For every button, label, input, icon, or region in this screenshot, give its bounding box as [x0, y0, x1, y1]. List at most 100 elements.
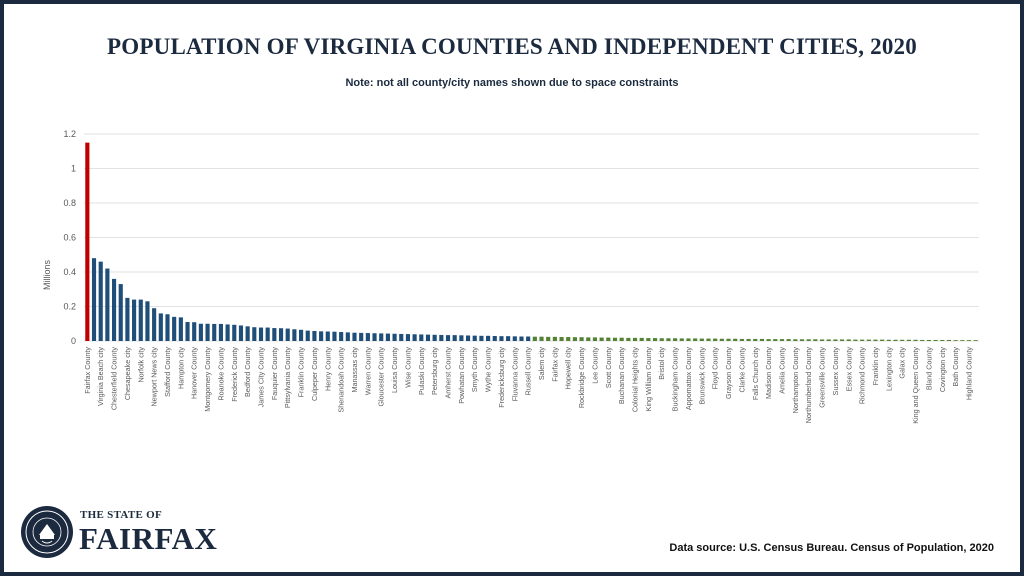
bar — [739, 338, 744, 341]
bar — [105, 268, 110, 341]
y-tick-label: 0.6 — [63, 233, 76, 243]
bar — [278, 328, 284, 341]
bar — [853, 339, 858, 341]
bar — [432, 334, 437, 341]
y-tick-label: 0.4 — [63, 267, 76, 277]
bar — [840, 339, 845, 341]
bar — [519, 336, 524, 341]
bar — [506, 336, 511, 341]
x-tick-label: Wise County — [403, 347, 412, 388]
x-tick-label: Highland County — [964, 347, 973, 401]
x-tick-label: Rockbridge County — [577, 347, 586, 409]
bar — [966, 340, 972, 341]
bar — [639, 337, 644, 341]
x-tick-label: Norfolk city — [136, 347, 145, 383]
x-tick-label: Scott County — [604, 347, 613, 389]
x-tick-label: Fauquier County — [270, 347, 279, 401]
bar — [399, 333, 404, 341]
gridlines — [84, 133, 979, 342]
bar — [265, 327, 270, 341]
bar — [666, 338, 671, 341]
bar — [352, 332, 357, 341]
bar — [98, 261, 103, 341]
bar — [759, 338, 764, 341]
bar — [606, 337, 611, 341]
x-tick-label: King and Queen County — [911, 347, 920, 424]
x-tick-label: Stafford County — [163, 347, 172, 397]
bar — [526, 336, 531, 341]
y-tick-label: 0.8 — [63, 198, 76, 208]
bar — [445, 335, 451, 341]
bar — [132, 299, 137, 341]
bar — [806, 339, 811, 341]
bar — [198, 323, 203, 341]
bar — [619, 337, 624, 341]
bar — [686, 338, 691, 341]
bar — [913, 339, 918, 341]
x-tick-label: Smyth County — [470, 347, 479, 393]
y-tick-label: 1 — [71, 164, 76, 174]
x-tick-label: Falls Church city — [751, 347, 760, 401]
bar — [385, 333, 390, 341]
x-tick-label: Lexington city — [884, 347, 893, 391]
bar — [926, 339, 931, 341]
bar — [365, 333, 370, 341]
bar — [292, 329, 297, 341]
x-tick-label: Northumberland County — [804, 347, 813, 424]
bar — [552, 336, 557, 341]
bar — [953, 340, 958, 341]
bar — [673, 338, 678, 341]
bar — [372, 333, 377, 341]
x-tick-label: Bristol city — [657, 347, 666, 380]
slide-frame: POPULATION OF VIRGINIA COUNTIES AND INDE… — [4, 4, 1020, 572]
bar — [238, 325, 244, 341]
fairfax-logo: THE STATE OF FAIRFAX — [20, 505, 240, 561]
bar — [933, 339, 938, 341]
bar — [940, 339, 945, 341]
x-tick-label: Fluvanna County — [510, 347, 519, 402]
x-tick-label: Montgomery County — [203, 347, 212, 412]
bar — [873, 339, 878, 341]
bar — [819, 339, 825, 341]
x-tick-label: Sussex County — [831, 347, 840, 396]
x-tick-label: Clarke County — [737, 347, 746, 393]
bar — [539, 336, 544, 341]
x-tick-label: Essex County — [844, 347, 853, 392]
bar — [679, 338, 684, 341]
bar — [225, 324, 230, 341]
bar — [465, 335, 471, 341]
x-tick-label: Floyd County — [711, 347, 720, 390]
bar — [880, 339, 885, 341]
bar — [339, 332, 344, 341]
x-tick-label: Pulaski County — [417, 347, 426, 395]
x-tick-label: King William County — [644, 347, 653, 412]
logo-wordmark: FAIRFAX — [79, 521, 218, 556]
bar — [312, 331, 317, 341]
bar — [359, 332, 364, 341]
x-tick-label: Culpeper County — [310, 347, 319, 401]
bar-chart: 0 0.2 0.4 0.6 0.8 1 1.2 Millions Fairfax Count… — [42, 129, 979, 424]
bar — [833, 339, 838, 341]
bar — [586, 337, 591, 341]
x-tick-label: Galax city — [898, 347, 907, 379]
x-tick-label: Chesapeake city — [123, 347, 132, 401]
x-tick-label: Fredericksburg city — [497, 347, 506, 408]
bar — [459, 335, 464, 341]
x-tick-label: Manassas city — [350, 347, 359, 393]
x-tick-label: Amelia County — [777, 347, 786, 394]
bar — [232, 324, 237, 341]
logo-tagline: THE STATE OF — [80, 509, 163, 521]
bar — [826, 339, 831, 341]
bar — [753, 338, 758, 341]
bar — [152, 308, 157, 341]
bar — [786, 339, 791, 341]
bar — [693, 338, 698, 341]
bar — [733, 338, 738, 341]
bar — [793, 339, 798, 341]
x-tick-label: Bedford County — [243, 347, 252, 397]
bar — [632, 337, 638, 341]
bar — [860, 339, 865, 341]
bar — [546, 336, 551, 341]
y-tick-label: 0 — [71, 336, 76, 346]
bar — [572, 337, 577, 341]
